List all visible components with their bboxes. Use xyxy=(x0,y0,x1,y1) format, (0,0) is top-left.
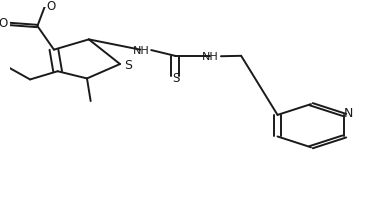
Text: NH: NH xyxy=(202,52,219,62)
Text: S: S xyxy=(124,59,132,72)
Text: S: S xyxy=(173,71,180,85)
Text: O: O xyxy=(0,17,8,31)
Text: O: O xyxy=(47,0,56,13)
Text: NH: NH xyxy=(133,46,149,56)
Text: N: N xyxy=(343,107,352,120)
